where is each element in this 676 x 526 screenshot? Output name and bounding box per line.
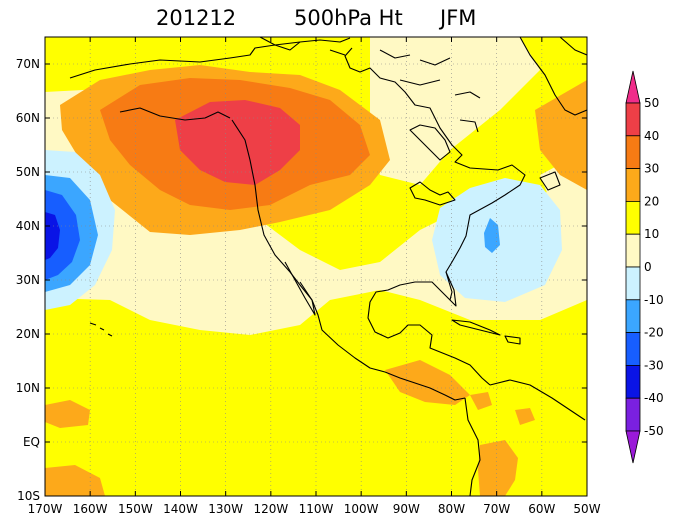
lon-label: 120W — [253, 502, 288, 516]
lon-label: 170W — [28, 502, 63, 516]
hudson-bay — [409, 124, 451, 161]
title-date: 201212 — [156, 6, 237, 30]
neg20-east — [484, 218, 500, 253]
colorbar-label: 0 — [644, 260, 652, 274]
lon-label: 60W — [528, 502, 555, 516]
colorbar-label: -40 — [644, 391, 664, 405]
lon-label: 130W — [208, 502, 243, 516]
greenland-coast — [519, 37, 587, 116]
colorbar-label: 40 — [644, 129, 659, 143]
colorbar-label: -10 — [644, 293, 664, 307]
lat-label: 30N — [16, 273, 40, 287]
hawaii-islands — [89, 322, 113, 337]
lon-label: 150W — [118, 502, 153, 516]
orange-patch-sw — [45, 400, 90, 428]
south-america-coast — [464, 379, 586, 496]
great-lakes — [409, 181, 456, 206]
florida-coast — [445, 271, 457, 307]
lat-label: 50N — [16, 165, 40, 179]
lon-label: 160W — [73, 502, 108, 516]
pale-band-north — [370, 37, 540, 185]
colorbar-box — [625, 299, 641, 333]
colorbar-label: 30 — [644, 162, 659, 176]
lat-label: EQ — [23, 435, 40, 449]
baja-coast — [284, 261, 316, 316]
lon-label: 140W — [163, 502, 198, 516]
title-field: 500hPa Ht — [294, 6, 403, 30]
gridlines — [45, 37, 587, 496]
colorbar-box — [625, 102, 641, 137]
orange-patch-ne — [535, 80, 587, 190]
colorbar-label: 10 — [644, 227, 659, 241]
lon-label: 80W — [438, 502, 465, 516]
orange-patch-sw2 — [45, 465, 105, 496]
colorbar-box — [625, 397, 641, 432]
lat-label: 70N — [16, 57, 40, 71]
colorbar-label: -20 — [644, 326, 664, 340]
colorbar-box — [625, 332, 641, 366]
colorbar-bottom-triangle — [625, 430, 641, 464]
north-america-coast — [69, 37, 526, 401]
orange-patch-se2 — [470, 392, 492, 410]
hispaniola-coast — [504, 335, 521, 345]
lat-label: 40N — [16, 219, 40, 233]
colorbar-label: 50 — [644, 96, 659, 110]
lon-label: 50W — [573, 502, 600, 516]
red-ridge-core — [175, 100, 300, 185]
alaska-coast — [119, 107, 231, 121]
arctic-islands — [259, 37, 481, 133]
colorbar-box — [625, 364, 641, 399]
colorbar-box — [625, 200, 641, 235]
colorbar-label: -30 — [644, 358, 664, 372]
colorbar-top-triangle — [625, 70, 641, 104]
lat-label: 20N — [16, 327, 40, 341]
lon-label: 70W — [483, 502, 510, 516]
colorbar-box — [625, 266, 641, 301]
lat-label: 10S — [17, 489, 40, 503]
colorbar: 50 40 30 20 10 0 -10 -20 -30 -40 -50 — [625, 70, 664, 464]
map-title: 201212 500hPa Ht JFM — [0, 2, 676, 32]
colorbar-box — [625, 168, 641, 202]
lat-label: 60N — [16, 111, 40, 125]
neg30-west — [45, 190, 80, 280]
cuba-coast — [451, 319, 501, 336]
lon-label: 90W — [393, 502, 420, 516]
lon-label: 100W — [344, 502, 379, 516]
orange-patch-s — [515, 408, 535, 425]
orange-patch-se — [478, 440, 518, 496]
title-season: JFM — [440, 6, 477, 30]
colorbar-box — [625, 135, 641, 170]
colorbar-box — [625, 233, 641, 268]
colorbar-label: 20 — [644, 194, 659, 208]
newfoundland — [539, 171, 561, 191]
neg40-west — [45, 212, 60, 260]
lon-label: 110W — [299, 502, 334, 516]
colorbar-label: -50 — [644, 424, 664, 438]
coastlines — [69, 37, 587, 496]
lat-label: 10N — [16, 381, 40, 395]
